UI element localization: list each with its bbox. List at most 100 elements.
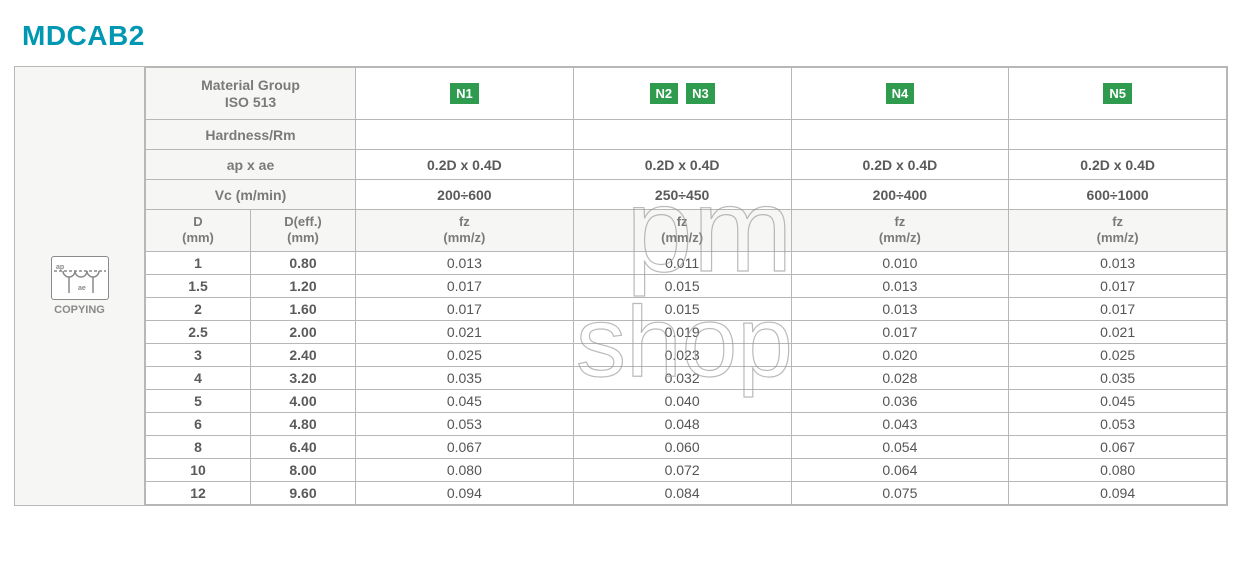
- table-row: 1.51.200.0170.0150.0130.017: [146, 274, 1227, 297]
- vc-3: 600÷1000: [1009, 180, 1227, 210]
- vc-2: 200÷400: [791, 180, 1009, 210]
- hdr-d: D(mm): [146, 210, 251, 252]
- cell-deff: 6.40: [251, 435, 356, 458]
- cell-d: 2.5: [146, 320, 251, 343]
- cell-deff: 1.60: [251, 297, 356, 320]
- cell-fz: 0.017: [1009, 297, 1227, 320]
- cell-fz: 0.017: [791, 320, 1009, 343]
- cell-d: 10: [146, 458, 251, 481]
- cell-fz: 0.045: [356, 389, 574, 412]
- cell-deff: 3.20: [251, 366, 356, 389]
- cell-d: 6: [146, 412, 251, 435]
- svg-text:ap: ap: [56, 264, 64, 271]
- cell-d: 8: [146, 435, 251, 458]
- badge-n3: N3: [686, 83, 715, 104]
- hdr-fz-3: fz(mm/z): [1009, 210, 1227, 252]
- cell-fz: 0.017: [356, 297, 574, 320]
- cell-fz: 0.094: [356, 481, 574, 504]
- table-container: ap ae COPYING Material Group ISO 513 N1: [14, 66, 1228, 506]
- cutting-data-table: Material Group ISO 513 N1 N2 N3 N4 N5: [145, 67, 1227, 505]
- cell-fz: 0.013: [791, 297, 1009, 320]
- hardness-2: [791, 120, 1009, 150]
- cell-fz: 0.011: [573, 251, 791, 274]
- cell-d: 12: [146, 481, 251, 504]
- cell-fz: 0.028: [791, 366, 1009, 389]
- vc-1: 250÷450: [573, 180, 791, 210]
- cell-fz: 0.025: [1009, 343, 1227, 366]
- apae-0: 0.2D x 0.4D: [356, 150, 574, 180]
- table-row: 54.000.0450.0400.0360.045: [146, 389, 1227, 412]
- table-row: 129.600.0940.0840.0750.094: [146, 481, 1227, 504]
- cell-deff: 1.20: [251, 274, 356, 297]
- cell-deff: 0.80: [251, 251, 356, 274]
- badge-n5: N5: [1103, 83, 1132, 104]
- copying-icon: ap ae: [51, 256, 109, 300]
- cell-d: 1: [146, 251, 251, 274]
- copying-icon-wrap: ap ae COPYING: [51, 256, 109, 316]
- badge-n1: N1: [450, 83, 479, 104]
- cell-fz: 0.072: [573, 458, 791, 481]
- cell-fz: 0.067: [356, 435, 574, 458]
- cell-fz: 0.023: [573, 343, 791, 366]
- cell-fz: 0.015: [573, 274, 791, 297]
- table-row: 64.800.0530.0480.0430.053: [146, 412, 1227, 435]
- cell-fz: 0.019: [573, 320, 791, 343]
- svg-text:ae: ae: [78, 285, 86, 292]
- cell-fz: 0.053: [1009, 412, 1227, 435]
- group-badge-cell-0: N1: [356, 68, 574, 120]
- badge-n4: N4: [886, 83, 915, 104]
- cell-fz: 0.045: [1009, 389, 1227, 412]
- cell-fz: 0.017: [356, 274, 574, 297]
- cell-fz: 0.064: [791, 458, 1009, 481]
- hdr-vc: Vc (m/min): [146, 180, 356, 210]
- cell-fz: 0.035: [1009, 366, 1227, 389]
- hdr-material-group: Material Group ISO 513: [146, 68, 356, 120]
- cell-deff: 4.80: [251, 412, 356, 435]
- icon-label: COPYING: [54, 304, 105, 316]
- table-row: 43.200.0350.0320.0280.035: [146, 366, 1227, 389]
- cell-fz: 0.053: [356, 412, 574, 435]
- cell-fz: 0.013: [1009, 251, 1227, 274]
- cell-fz: 0.017: [1009, 274, 1227, 297]
- cell-fz: 0.080: [356, 458, 574, 481]
- hardness-1: [573, 120, 791, 150]
- cell-fz: 0.094: [1009, 481, 1227, 504]
- cell-fz: 0.075: [791, 481, 1009, 504]
- cell-fz: 0.054: [791, 435, 1009, 458]
- hardness-3: [1009, 120, 1227, 150]
- cell-d: 3: [146, 343, 251, 366]
- cell-fz: 0.036: [791, 389, 1009, 412]
- hdr-deff: D(eff.)(mm): [251, 210, 356, 252]
- table-area: Material Group ISO 513 N1 N2 N3 N4 N5: [145, 67, 1227, 505]
- cell-fz: 0.032: [573, 366, 791, 389]
- cell-d: 5: [146, 389, 251, 412]
- cell-fz: 0.060: [573, 435, 791, 458]
- hdr-ap-ae: ap x ae: [146, 150, 356, 180]
- table-row: 108.000.0800.0720.0640.080: [146, 458, 1227, 481]
- apae-1: 0.2D x 0.4D: [573, 150, 791, 180]
- hardness-0: [356, 120, 574, 150]
- cell-d: 4: [146, 366, 251, 389]
- cell-fz: 0.048: [573, 412, 791, 435]
- cell-fz: 0.040: [573, 389, 791, 412]
- apae-3: 0.2D x 0.4D: [1009, 150, 1227, 180]
- table-row: 86.400.0670.0600.0540.067: [146, 435, 1227, 458]
- cell-d: 2: [146, 297, 251, 320]
- cell-fz: 0.080: [1009, 458, 1227, 481]
- table-row: 21.600.0170.0150.0130.017: [146, 297, 1227, 320]
- table-row: 32.400.0250.0230.0200.025: [146, 343, 1227, 366]
- icon-column: ap ae COPYING: [15, 67, 145, 505]
- cell-fz: 0.067: [1009, 435, 1227, 458]
- cell-fz: 0.021: [1009, 320, 1227, 343]
- hdr-fz-0: fz(mm/z): [356, 210, 574, 252]
- cell-deff: 4.00: [251, 389, 356, 412]
- group-badge-cell-3: N5: [1009, 68, 1227, 120]
- hdr-hardness: Hardness/Rm: [146, 120, 356, 150]
- cell-fz: 0.013: [356, 251, 574, 274]
- cell-fz: 0.043: [791, 412, 1009, 435]
- vc-0: 200÷600: [356, 180, 574, 210]
- cell-fz: 0.025: [356, 343, 574, 366]
- cell-fz: 0.013: [791, 274, 1009, 297]
- group-badge-cell-2: N4: [791, 68, 1009, 120]
- badge-n2: N2: [650, 83, 679, 104]
